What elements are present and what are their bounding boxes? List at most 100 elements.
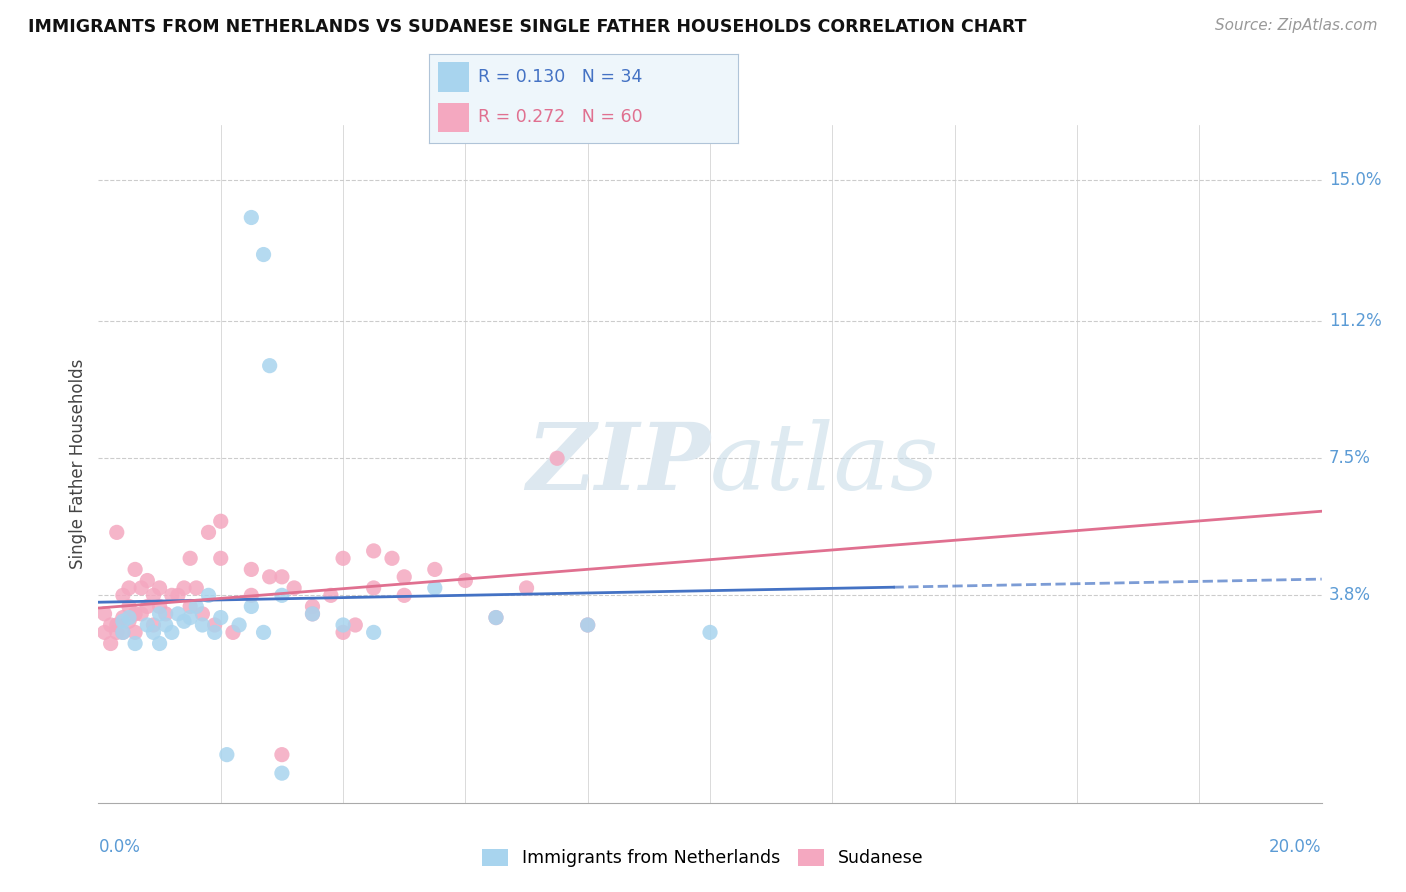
Text: Source: ZipAtlas.com: Source: ZipAtlas.com xyxy=(1215,18,1378,33)
Point xyxy=(259,570,281,584)
Point xyxy=(215,747,238,762)
Point xyxy=(240,599,263,614)
Point xyxy=(136,618,159,632)
Point xyxy=(259,359,281,373)
Point xyxy=(344,618,367,632)
Text: atlas: atlas xyxy=(710,419,939,508)
Point xyxy=(252,247,274,261)
Point xyxy=(423,581,446,595)
Text: R = 0.130   N = 34: R = 0.130 N = 34 xyxy=(478,68,643,87)
Bar xyxy=(439,62,470,92)
Point xyxy=(485,610,508,624)
Text: IMMIGRANTS FROM NETHERLANDS VS SUDANESE SINGLE FATHER HOUSEHOLDS CORRELATION CHA: IMMIGRANTS FROM NETHERLANDS VS SUDANESE … xyxy=(28,18,1026,36)
Y-axis label: Single Father Households: Single Father Households xyxy=(69,359,87,569)
Point xyxy=(111,625,134,640)
Point xyxy=(240,588,263,602)
Point xyxy=(179,599,201,614)
Point xyxy=(546,451,568,466)
Point xyxy=(136,574,159,588)
Point xyxy=(167,607,190,621)
Point xyxy=(319,588,342,602)
Point xyxy=(142,618,165,632)
Point xyxy=(142,625,165,640)
Point xyxy=(149,636,172,650)
Point xyxy=(270,766,292,780)
Point xyxy=(118,581,141,595)
Point xyxy=(204,625,226,640)
Point xyxy=(186,581,208,595)
Point xyxy=(423,562,446,576)
Point xyxy=(124,607,146,621)
Point xyxy=(155,607,177,621)
Point xyxy=(197,588,219,602)
Point xyxy=(301,607,323,621)
Point xyxy=(191,607,214,621)
Point xyxy=(111,615,134,629)
Point xyxy=(100,618,122,632)
Point xyxy=(160,625,183,640)
Point xyxy=(332,618,354,632)
Point xyxy=(240,211,263,225)
Point xyxy=(111,610,134,624)
Point xyxy=(301,607,323,621)
Text: 7.5%: 7.5% xyxy=(1329,450,1371,467)
Point xyxy=(197,525,219,540)
Point xyxy=(485,610,508,624)
Point xyxy=(270,588,292,602)
Point xyxy=(576,618,599,632)
Point xyxy=(186,599,208,614)
Point xyxy=(363,581,385,595)
Point xyxy=(179,551,201,566)
Point xyxy=(270,747,292,762)
Point xyxy=(270,570,292,584)
Point xyxy=(118,610,141,624)
Text: 20.0%: 20.0% xyxy=(1270,838,1322,856)
Point xyxy=(136,599,159,614)
Text: 0.0%: 0.0% xyxy=(98,838,141,856)
Point xyxy=(149,599,172,614)
Point xyxy=(363,544,385,558)
Point xyxy=(209,514,232,528)
Legend: Immigrants from Netherlands, Sudanese: Immigrants from Netherlands, Sudanese xyxy=(475,842,931,874)
Text: R = 0.272   N = 60: R = 0.272 N = 60 xyxy=(478,108,643,127)
Point xyxy=(118,615,141,629)
Text: 11.2%: 11.2% xyxy=(1329,312,1382,330)
Text: 3.8%: 3.8% xyxy=(1329,586,1371,605)
Point xyxy=(124,636,146,650)
Point xyxy=(363,625,385,640)
Point xyxy=(142,588,165,602)
Point xyxy=(191,618,214,632)
Point xyxy=(301,599,323,614)
Point xyxy=(454,574,477,588)
Point xyxy=(118,599,141,614)
Point xyxy=(93,625,115,640)
Point xyxy=(173,581,195,595)
Text: 15.0%: 15.0% xyxy=(1329,171,1381,189)
Point xyxy=(173,615,195,629)
Point xyxy=(149,607,172,621)
Point xyxy=(392,570,416,584)
Point xyxy=(105,625,128,640)
Point xyxy=(160,588,183,602)
Point xyxy=(576,618,599,632)
Point xyxy=(228,618,250,632)
Point xyxy=(332,625,354,640)
Point xyxy=(332,551,354,566)
Text: ZIP: ZIP xyxy=(526,419,710,508)
Point xyxy=(222,625,245,640)
Point xyxy=(111,625,134,640)
Point xyxy=(129,607,152,621)
Point xyxy=(105,525,128,540)
Point xyxy=(209,551,232,566)
Point xyxy=(516,581,538,595)
Point xyxy=(149,581,172,595)
Point xyxy=(209,610,232,624)
Point xyxy=(179,610,201,624)
Point xyxy=(124,562,146,576)
Point xyxy=(111,588,134,602)
Point xyxy=(699,625,721,640)
Point xyxy=(283,581,305,595)
Point xyxy=(204,618,226,632)
Point xyxy=(392,588,416,602)
Point xyxy=(252,625,274,640)
